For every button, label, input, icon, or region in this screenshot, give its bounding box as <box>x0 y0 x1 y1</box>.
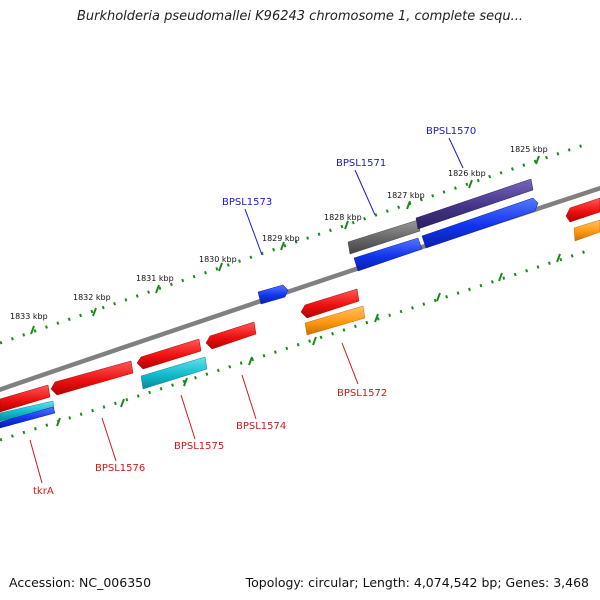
reverse-feature-group <box>0 197 600 429</box>
tick-label-1828: 1828 kbp <box>324 213 362 222</box>
cds-feature[interactable] <box>0 400 55 422</box>
topology-text: Topology: circular; Length: 4,074,542 bp… <box>245 575 589 590</box>
tick-mark-group <box>30 155 561 427</box>
gene-label-BPSL1575[interactable]: BPSL1575 <box>174 441 224 452</box>
cds-feature[interactable] <box>205 321 257 350</box>
map-title: Burkholderia pseudomallei K96243 chromos… <box>76 9 524 24</box>
tick-label-1827: 1827 kbp <box>387 191 425 200</box>
tick-label-1833: 1833 kbp <box>10 312 48 321</box>
cds-feature[interactable] <box>415 178 534 230</box>
cds-feature[interactable] <box>300 288 360 319</box>
cds-feature[interactable] <box>304 305 366 336</box>
tick-label-1832: 1832 kbp <box>73 293 111 302</box>
gene-label-BPSL1572[interactable]: BPSL1572 <box>337 388 387 399</box>
cds-feature[interactable] <box>0 384 51 413</box>
gene-label-BPSL1574[interactable]: BPSL1574 <box>236 421 286 432</box>
tick-label-1829: 1829 kbp <box>262 234 300 243</box>
cds-feature[interactable] <box>565 197 600 223</box>
tick-label-1825: 1825 kbp <box>510 145 548 154</box>
gene-label-BPSL1573[interactable]: BPSL1573 <box>222 197 272 208</box>
cds-feature[interactable] <box>136 338 202 370</box>
gene-label-BPSL1571[interactable]: BPSL1571 <box>336 158 386 169</box>
tick-label-1831: 1831 kbp <box>136 274 174 283</box>
gene-label-tkrA[interactable]: tkrA <box>33 486 54 497</box>
tick-label-1830: 1830 kbp <box>199 255 237 264</box>
cds-feature[interactable] <box>257 284 289 305</box>
gene-label-BPSL1576[interactable]: BPSL1576 <box>95 463 145 474</box>
forward-tick-ring <box>0 141 591 345</box>
cds-feature[interactable] <box>347 219 421 255</box>
cds-feature[interactable] <box>421 197 539 249</box>
cds-feature[interactable] <box>140 356 208 390</box>
reverse-label-leaders <box>29 342 359 484</box>
cds-feature[interactable] <box>573 219 600 242</box>
accession-text: Accession: NC_006350 <box>9 575 152 590</box>
cds-feature[interactable] <box>0 406 56 429</box>
gene-label-BPSL1570[interactable]: BPSL1570 <box>426 126 476 137</box>
cds-feature[interactable] <box>353 237 423 272</box>
reverse-tick-ring <box>0 248 591 442</box>
tick-label-1826: 1826 kbp <box>448 169 486 178</box>
forward-label-leaders <box>244 137 464 256</box>
forward-feature-group <box>257 178 539 305</box>
cds-feature[interactable] <box>50 360 134 396</box>
